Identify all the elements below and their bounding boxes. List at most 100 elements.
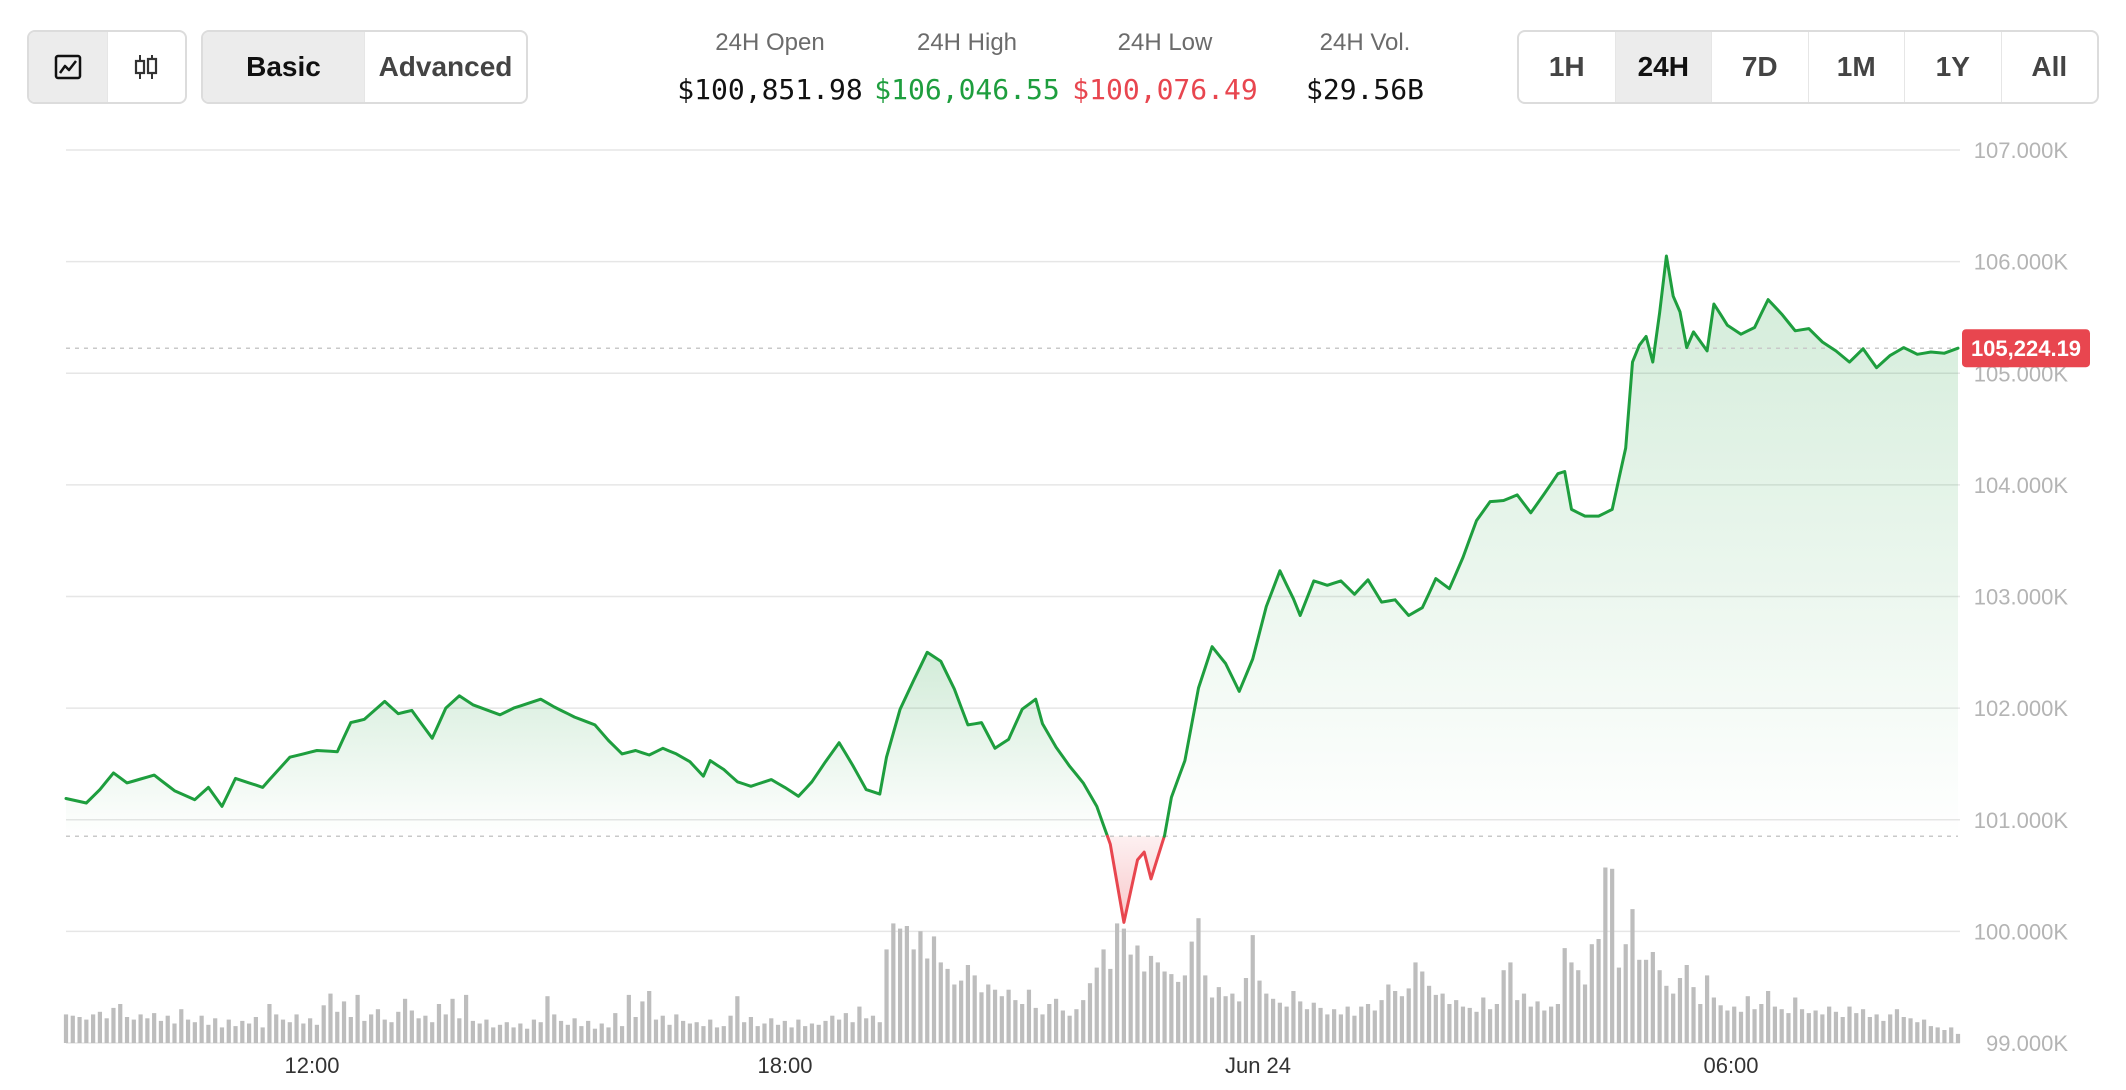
volume-bar bbox=[314, 1024, 320, 1043]
volume-bar bbox=[708, 1019, 713, 1043]
volume-bar bbox=[172, 1023, 177, 1043]
volume-bar bbox=[219, 1027, 225, 1043]
volume-bar bbox=[1786, 1013, 1791, 1043]
volume-bar bbox=[362, 1020, 367, 1043]
volume-bar bbox=[884, 949, 889, 1043]
volume-bar bbox=[1270, 998, 1276, 1043]
volume-bar bbox=[1637, 959, 1642, 1043]
volume-bar bbox=[1901, 1017, 1906, 1043]
volume-bar bbox=[1501, 970, 1506, 1043]
mode-toggle: Basic Advanced bbox=[201, 30, 528, 104]
volume-bar bbox=[1454, 1000, 1459, 1043]
volume-bar bbox=[1386, 984, 1391, 1043]
volume-bar bbox=[1250, 935, 1255, 1043]
volume-bar bbox=[1616, 967, 1622, 1043]
volume-bar bbox=[1420, 971, 1425, 1043]
volume-bar bbox=[287, 1022, 292, 1043]
volume-bar bbox=[240, 1020, 245, 1043]
volume-bar bbox=[1603, 867, 1608, 1043]
range-all-button[interactable]: All bbox=[2000, 32, 2098, 102]
volume-bar bbox=[1942, 1030, 1947, 1043]
volume-bar bbox=[1393, 991, 1398, 1043]
volume-bar bbox=[979, 992, 984, 1043]
volume-bar bbox=[1006, 989, 1011, 1043]
volume-bar bbox=[518, 1023, 523, 1043]
volume-bar bbox=[1881, 1020, 1886, 1043]
volume-bar bbox=[1915, 1022, 1920, 1043]
volume-bar bbox=[1677, 978, 1683, 1043]
volume-bar bbox=[823, 1020, 828, 1043]
volume-bar bbox=[959, 980, 964, 1043]
volume-bar bbox=[1759, 1004, 1764, 1043]
volume-bar bbox=[504, 1022, 509, 1043]
volume-bar bbox=[1264, 993, 1269, 1043]
volume-bar bbox=[1291, 991, 1296, 1043]
volume-bar bbox=[436, 1004, 442, 1043]
volume-bar bbox=[124, 1017, 130, 1043]
volume-bar bbox=[1813, 1010, 1818, 1043]
volume-bar bbox=[755, 1026, 760, 1043]
volume-bar bbox=[1745, 996, 1750, 1043]
stat-24h-open-value: $100,851.98 bbox=[677, 73, 863, 106]
volume-bar bbox=[714, 1027, 720, 1043]
volume-bar bbox=[416, 1018, 421, 1043]
basic-mode-button[interactable]: Basic bbox=[203, 32, 364, 102]
volume-bar bbox=[477, 1023, 482, 1043]
volume-bar bbox=[484, 1019, 489, 1043]
volume-bar bbox=[1799, 1009, 1805, 1043]
volume-bar bbox=[1630, 909, 1635, 1043]
volume-bar bbox=[667, 1024, 672, 1043]
volume-bar bbox=[1684, 965, 1689, 1043]
volume-bar bbox=[1569, 962, 1574, 1043]
stat-24h-volume-label: 24H Vol. bbox=[1319, 29, 1411, 56]
x-tick-label: 06:00 bbox=[1703, 1053, 1758, 1078]
volume-bar bbox=[1704, 975, 1710, 1043]
volume-bar bbox=[402, 998, 408, 1043]
volume-bar bbox=[701, 1026, 706, 1043]
volume-bar bbox=[1223, 996, 1228, 1043]
range-1h-button[interactable]: 1H bbox=[1548, 51, 1585, 82]
line-chart-button[interactable] bbox=[29, 32, 107, 102]
last-price-tag-text: 105,224.19 bbox=[1971, 336, 2081, 361]
volume-bar bbox=[681, 1020, 686, 1043]
volume-bar bbox=[63, 1014, 69, 1043]
volume-bar bbox=[91, 1014, 96, 1043]
volume-bar bbox=[789, 1027, 794, 1043]
volume-bar bbox=[165, 1015, 170, 1043]
volume-bar bbox=[1949, 1027, 1954, 1043]
volume-bar bbox=[1074, 1009, 1079, 1043]
volume-bar bbox=[1332, 1009, 1337, 1043]
range-7d-button[interactable]: 7D bbox=[1711, 32, 1808, 102]
volume-bar bbox=[579, 1026, 584, 1043]
volume-bars bbox=[63, 867, 1961, 1043]
volume-bar bbox=[572, 1018, 577, 1043]
volume-bar bbox=[260, 1027, 265, 1043]
volume-bar bbox=[355, 994, 360, 1043]
time-range-toggle: 1H 24H 7D 1M 1Y All bbox=[1517, 30, 2099, 104]
range-1m-button[interactable]: 1M bbox=[1807, 32, 1905, 102]
volume-bar bbox=[1257, 980, 1262, 1043]
volume-bar bbox=[1101, 949, 1106, 1043]
volume-bar bbox=[728, 1015, 733, 1043]
volume-bar bbox=[1738, 1011, 1744, 1043]
advanced-mode-button[interactable]: Advanced bbox=[364, 32, 526, 102]
volume-bar bbox=[850, 1022, 855, 1043]
volume-bar bbox=[294, 1014, 299, 1043]
range-24h-button[interactable]: 24H bbox=[1614, 32, 1711, 102]
x-tick-label: 18:00 bbox=[757, 1053, 812, 1078]
range-1y-button[interactable]: 1Y bbox=[1904, 32, 2001, 102]
volume-bar bbox=[870, 1015, 876, 1043]
volume-bar bbox=[1189, 941, 1194, 1043]
y-tick-label: 100.000K bbox=[1974, 919, 2069, 944]
candlestick-button[interactable] bbox=[106, 32, 186, 102]
volume-bar bbox=[1515, 1000, 1520, 1043]
volume-bar bbox=[1182, 975, 1188, 1043]
volume-bar bbox=[321, 1005, 326, 1043]
volume-bar bbox=[1698, 1004, 1703, 1043]
volume-bar bbox=[1169, 974, 1174, 1043]
volume-bar bbox=[843, 1013, 848, 1043]
volume-bar bbox=[1921, 1019, 1927, 1043]
volume-bar bbox=[586, 1020, 591, 1043]
volume-bar bbox=[986, 984, 991, 1043]
